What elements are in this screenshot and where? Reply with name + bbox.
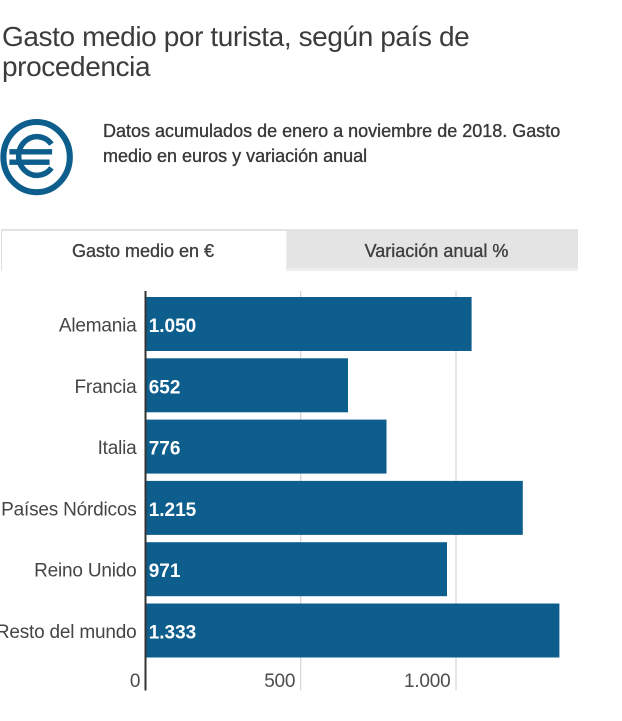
svg-text:776: 776 xyxy=(149,439,181,460)
svg-text:Reino Unido: Reino Unido xyxy=(34,561,136,582)
svg-text:500: 500 xyxy=(264,671,295,692)
svg-text:1.050: 1.050 xyxy=(149,316,197,337)
svg-text:1.215: 1.215 xyxy=(149,500,197,521)
svg-text:Italia: Italia xyxy=(98,438,138,459)
svg-text:Francia: Francia xyxy=(75,377,138,398)
svg-text:1.000: 1.000 xyxy=(404,671,451,692)
svg-text:Resto del mundo: Resto del mundo xyxy=(0,622,137,643)
svg-text:971: 971 xyxy=(149,561,181,582)
svg-text:1.333: 1.333 xyxy=(149,623,197,644)
svg-text:Países Nórdicos: Países Nórdicos xyxy=(1,499,136,520)
svg-text:652: 652 xyxy=(149,377,181,398)
svg-text:Alemania: Alemania xyxy=(59,316,137,337)
svg-text:0: 0 xyxy=(130,671,140,692)
